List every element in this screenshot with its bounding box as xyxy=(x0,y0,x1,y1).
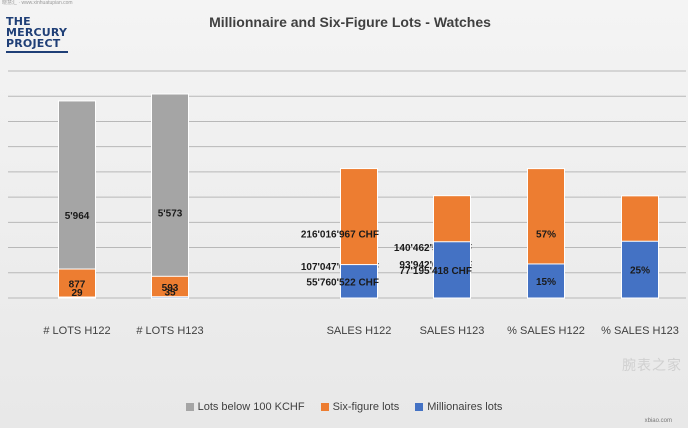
bar-segment xyxy=(58,100,96,299)
bar-segment xyxy=(151,93,189,299)
x-tick-label: # LOTS H123 xyxy=(136,325,203,337)
data-label: 25% xyxy=(630,266,650,277)
x-tick-label: SALES H123 xyxy=(420,325,485,337)
legend-label-blue: Millionaires lots xyxy=(427,401,503,413)
bar-segment xyxy=(340,264,378,299)
bar-segment xyxy=(527,263,565,299)
data-label: 5'573 xyxy=(158,208,183,219)
bar-segment xyxy=(433,241,471,299)
data-label: 29 xyxy=(71,288,83,299)
brand-underline xyxy=(6,51,68,53)
chart-legend: Lots below 100 KCHF Six-figure lots Mill… xyxy=(0,401,688,413)
x-tick-label: SALES H122 xyxy=(327,325,392,337)
brand-line-2: MERCURY xyxy=(6,26,68,39)
data-label: 15% xyxy=(536,277,556,288)
x-tick-label: % SALES H123 xyxy=(601,325,679,337)
legend-item-orange: Six-figure lots xyxy=(320,401,400,413)
top-strip-text: 晓慧汇 · www.xinhuatupian.com xyxy=(2,0,73,6)
legend-item-blue: Millionaires lots xyxy=(415,401,502,413)
brand-line-1: THE xyxy=(6,15,31,28)
bar-segment xyxy=(58,268,96,299)
legend-swatch-orange xyxy=(320,403,329,411)
legend-label-orange: Six-figure lots xyxy=(332,401,400,413)
data-label: 107'047'013 CHF xyxy=(301,262,379,273)
brand-logo: THE MERCURY PROJECT xyxy=(6,16,68,53)
bar-segment xyxy=(151,296,189,299)
data-label: 55'760'522 CHF xyxy=(306,277,379,288)
data-label: 57% xyxy=(536,229,556,240)
legend-swatch-gray xyxy=(185,403,194,411)
legend-item-gray: Lots below 100 KCHF xyxy=(185,401,305,413)
bar-segment xyxy=(58,296,96,299)
corner-text: xbiao.com xyxy=(644,418,672,424)
x-tick-label: % SALES H122 xyxy=(507,325,585,337)
legend-label-gray: Lots below 100 KCHF xyxy=(197,401,305,413)
data-label: 77'195'418 CHF xyxy=(399,266,472,277)
x-tick-label: # LOTS H122 xyxy=(43,325,110,337)
data-label: 593 xyxy=(162,283,179,294)
data-label: 140'462'580 CHF xyxy=(394,243,472,254)
brand-line-3: PROJECT xyxy=(6,37,61,50)
data-label: 216'016'967 CHF xyxy=(301,229,379,240)
bar-segment xyxy=(621,240,659,299)
chart-title: Millionnaire and Six-Figure Lots - Watch… xyxy=(209,14,491,30)
data-label: 877 xyxy=(69,280,86,291)
data-label: 35 xyxy=(164,288,176,299)
watermark-text: 腕表之家 xyxy=(622,357,682,373)
legend-swatch-blue xyxy=(415,403,424,411)
data-label: 5'964 xyxy=(65,211,90,222)
